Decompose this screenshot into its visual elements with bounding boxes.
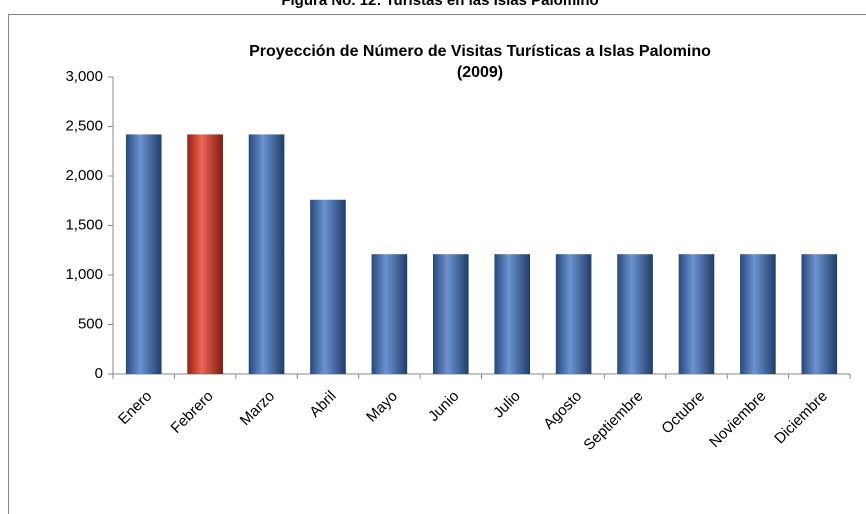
chart-title: Proyección de Número de Visitas Turístic… <box>249 43 711 60</box>
x-tick-label: Noviembre <box>706 388 769 451</box>
bar <box>371 254 408 374</box>
x-tick-label: Abril <box>306 388 339 421</box>
y-tick-label: 1,000 <box>65 266 103 283</box>
x-tick-label: Junio <box>425 388 462 425</box>
caption: Figura No. 12: Turistas en las Islas Pal… <box>281 0 598 9</box>
bar <box>125 134 162 374</box>
x-tick-label: Agosto <box>540 388 585 433</box>
y-tick-label: 2,500 <box>65 117 103 134</box>
chart-border <box>8 14 866 514</box>
y-tick-label: 0 <box>95 365 103 382</box>
x-tick-label: Diciembre <box>771 388 831 448</box>
x-tick-label: Octubre <box>658 388 708 438</box>
y-tick-label: 500 <box>78 315 103 332</box>
x-tick-label: Enero <box>115 388 155 428</box>
bar <box>617 254 653 374</box>
x-tick-label: Julio <box>490 388 524 422</box>
x-tick-label: Marzo <box>237 388 278 429</box>
bar <box>740 254 776 374</box>
y-tick-label: 2,000 <box>65 167 103 184</box>
bar <box>248 134 285 374</box>
bar <box>801 254 838 374</box>
x-tick-label: Mayo <box>363 388 401 426</box>
bar <box>555 254 592 374</box>
bar <box>494 254 531 374</box>
x-tick-label: Febrero <box>168 388 217 437</box>
bar <box>187 134 223 374</box>
bar <box>310 199 346 374</box>
y-tick-label: 1,500 <box>65 216 103 233</box>
y-tick-label: 3,000 <box>65 68 103 85</box>
chart-title: (2009) <box>457 64 503 81</box>
x-tick-label: Septiembre <box>580 388 646 454</box>
bar <box>678 254 715 374</box>
bar <box>432 254 469 374</box>
